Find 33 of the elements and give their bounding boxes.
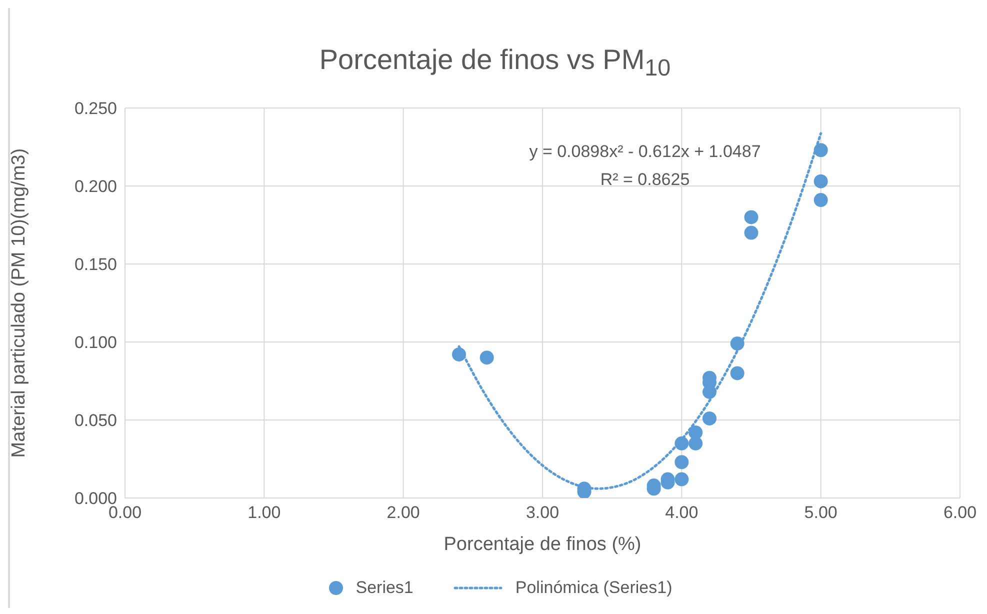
point [814,193,828,208]
x-tick-label: 3.00 [526,503,560,522]
legend-label: Polinómica (Series1) [515,578,672,598]
y-tick-label: 0.150 [74,255,117,274]
y-tick-label: 0.200 [74,177,117,196]
x-tick-label: 0.00 [108,503,142,522]
x-tick-label: 6.00 [943,503,977,522]
point [814,143,828,158]
annotation: R² = 0.8625 [599,169,691,191]
annotation: y = 0.0898x² - 0.612x + 1.0487 [528,141,762,163]
x-tick-label: 1.00 [248,503,281,522]
point [480,350,494,365]
x-axis-title: Porcentaje de finos (%) [444,534,642,555]
point [702,411,716,426]
y-tick-label: 0.050 [74,411,117,430]
point [744,226,758,240]
point [452,347,466,362]
point [814,174,828,188]
x-tick-label: 4.00 [665,503,698,522]
point [730,336,744,351]
point [674,472,689,486]
chart-title: Porcentaje de finos vs PM$_{10}$ [318,44,672,82]
y-tick-label: 0.100 [74,333,117,352]
point [688,425,703,440]
point [674,436,689,450]
legend-label: Series1 [356,578,414,598]
y-axis-title: Material particulado (PM 10)(mg/m3) [8,148,30,458]
x-tick-label: 5.00 [804,503,838,522]
y-tick-label: 0.250 [74,99,117,118]
x-tick-label: 2.00 [386,503,420,522]
point [674,455,689,470]
point [730,366,744,380]
point [744,210,758,224]
